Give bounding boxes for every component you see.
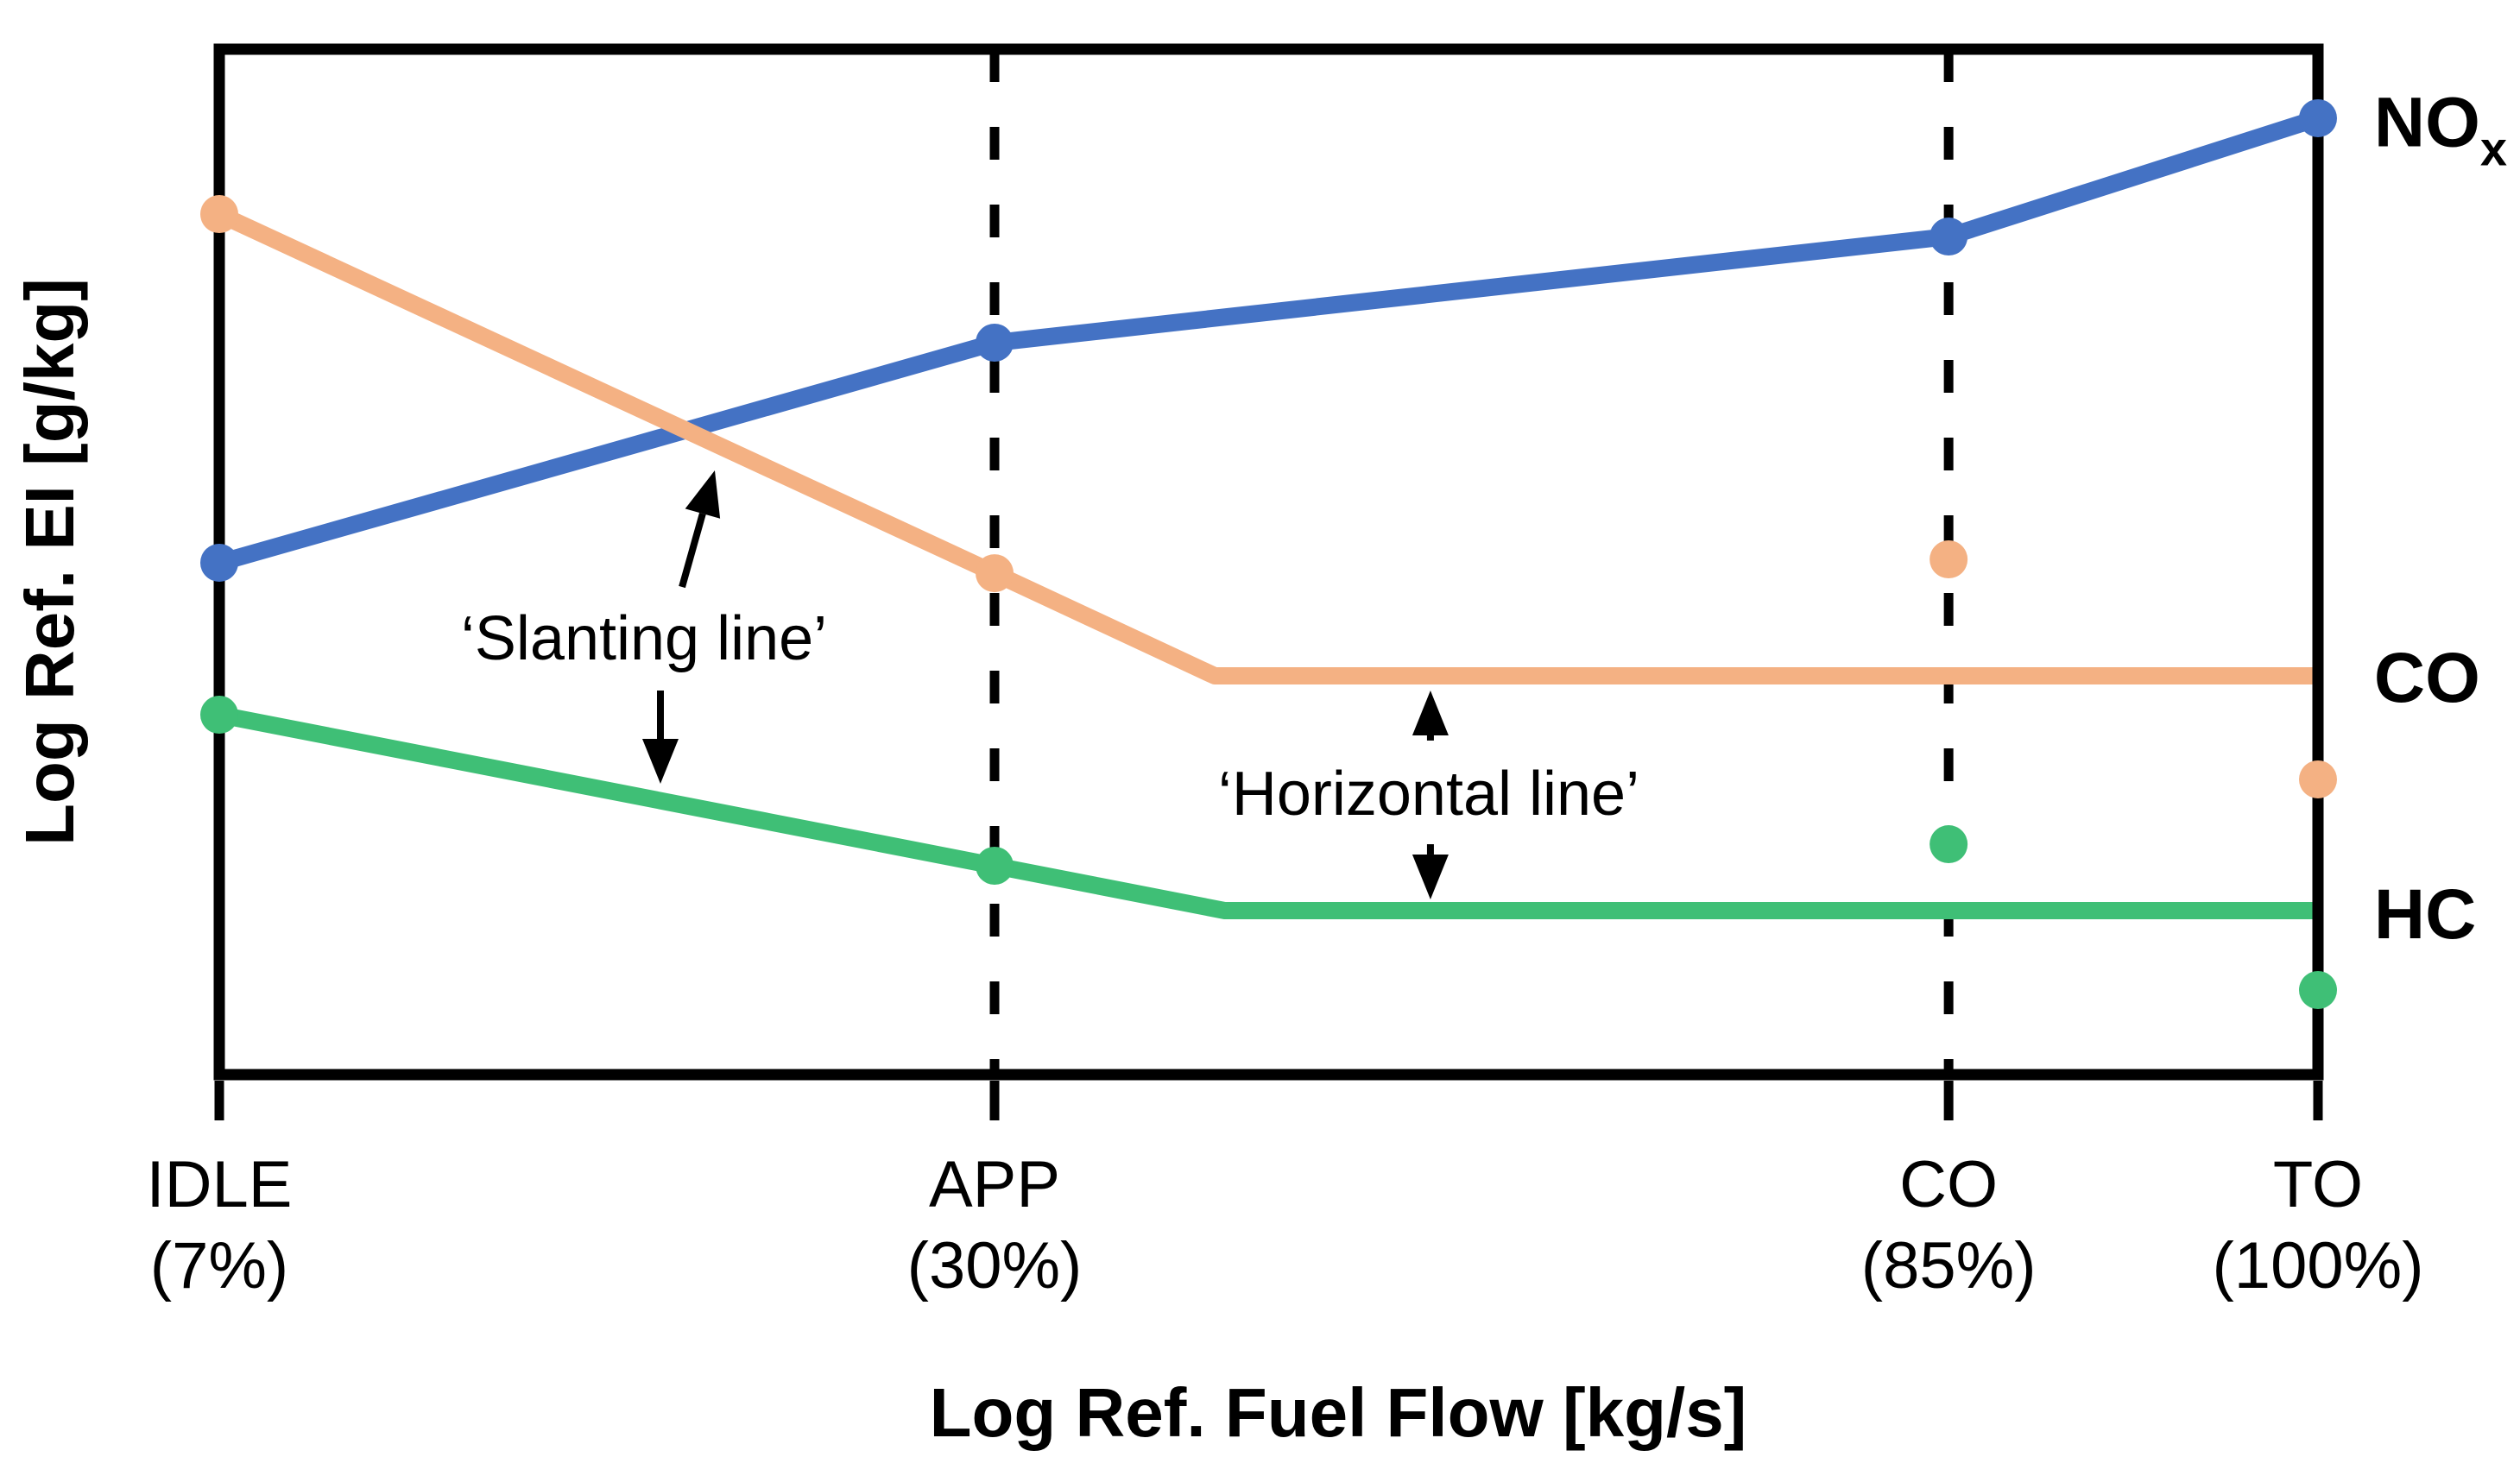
annotation-slanting-line-text: ‘Slanting line’ (460, 603, 828, 673)
arrow-horizontal-line-0-head (1412, 690, 1449, 735)
x-tick-label-idle-pct: (7%) (149, 1229, 289, 1303)
nox-line (217, 110, 2321, 571)
co-line (215, 205, 2318, 684)
arrow-slanting-line-0-shaft (679, 513, 706, 589)
series-label-nox: NOx (2374, 83, 2507, 177)
x-tick-label-app: APP (30%) (907, 1145, 1083, 1307)
series-label-nox-main: NO (2373, 83, 2480, 162)
hc-marker (200, 696, 238, 735)
arrow-slanting-line-1-head (641, 738, 679, 784)
co-marker (976, 554, 1014, 593)
series-label-hc-main: HC (2373, 875, 2477, 955)
nox-marker (1929, 218, 1968, 256)
hc-marker (1929, 825, 1968, 864)
nox-marker (976, 324, 1014, 363)
co-marker (200, 195, 238, 234)
x-tick-label-to-pct: (100%) (2212, 1229, 2424, 1303)
series-label-co: CO (2374, 638, 2480, 719)
x-tick-label-app-pct: (30%) (906, 1229, 1083, 1303)
arrow-horizontal-line-1-head (1412, 854, 1449, 899)
co-marker (2299, 760, 2337, 798)
x-tick-label-co-pct: (85%) (1860, 1229, 2037, 1303)
x-tick-label-to: TO (100%) (2213, 1145, 2424, 1307)
series-label-co-main: CO (2373, 638, 2480, 717)
plot-frame (213, 43, 2324, 1081)
hc-line (218, 706, 2318, 920)
y-axis-title-text: Log Ref. EI [g/kg] (11, 278, 88, 846)
series-label-nox-sub: x (2479, 121, 2508, 176)
nox-marker (2299, 98, 2337, 137)
arrow-slanting-line-0-head (685, 470, 721, 519)
annotation-horizontal-line-text: ‘Horizontal line’ (1217, 759, 1640, 829)
x-tick-label-to-name: TO (2272, 1148, 2364, 1221)
series-label-hc: HC (2374, 874, 2476, 956)
hc-marker (976, 847, 1014, 886)
x-tick-label-co: CO (85%) (1861, 1145, 2037, 1307)
co-marker (1929, 540, 1968, 579)
x-axis-title-text: Log Ref. Fuel Flow [kg/s] (929, 1374, 1747, 1451)
x-tick-label-idle-name: IDLE (146, 1148, 293, 1221)
x-tick-label-idle: IDLE (7%) (147, 1145, 293, 1307)
x-tick-label-co-name: CO (1899, 1148, 1999, 1221)
nox-marker (200, 543, 238, 582)
x-tick-label-app-name: APP (928, 1148, 1061, 1221)
hc-marker (2299, 970, 2337, 1009)
